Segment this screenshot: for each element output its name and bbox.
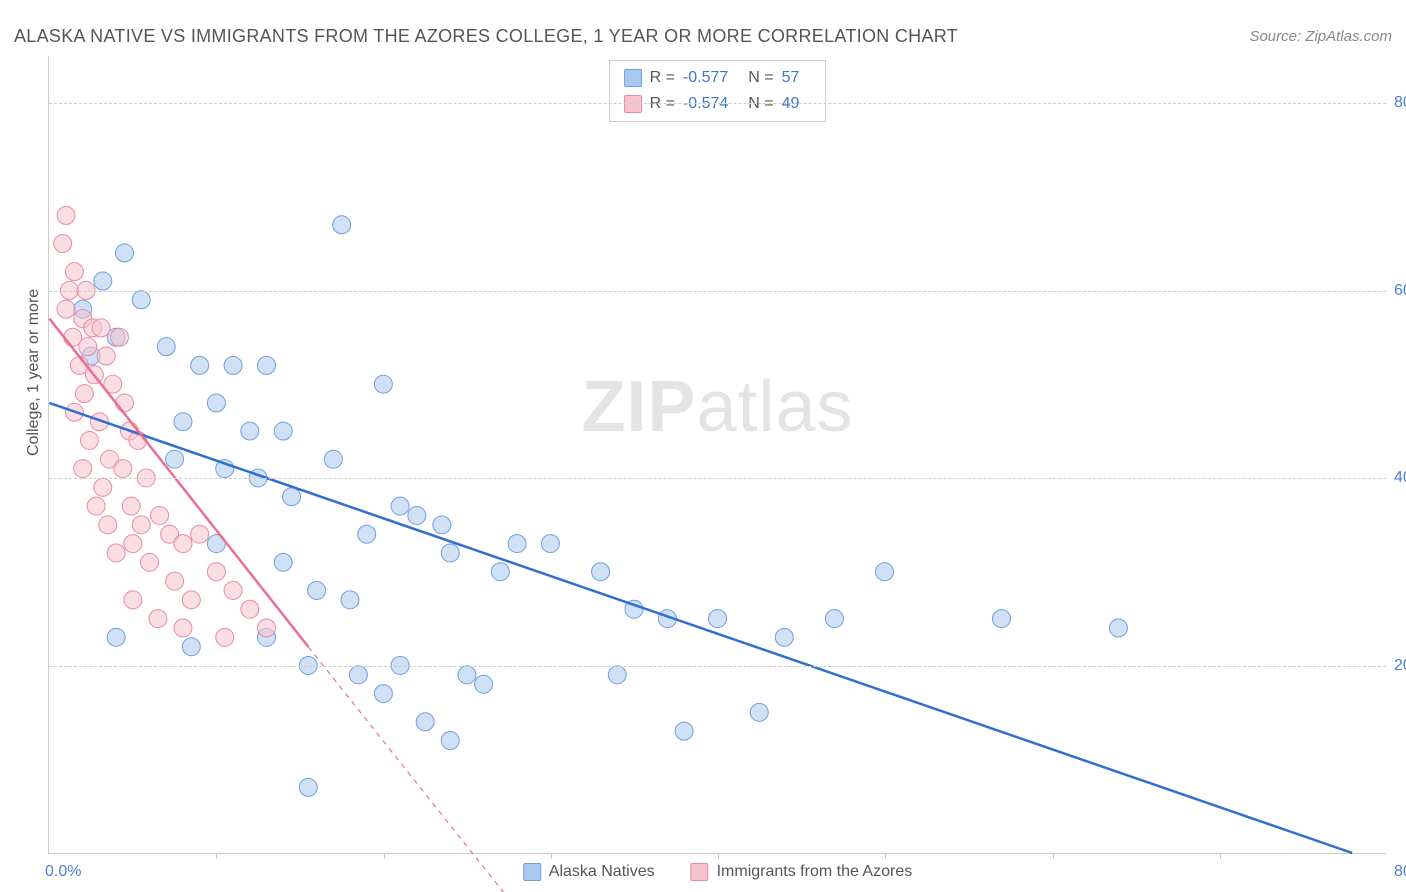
gridline bbox=[49, 666, 1386, 667]
x-end-label: 80.0% bbox=[1394, 863, 1406, 881]
correlation-stats-box: R = -0.577 N = 57 R = -0.574 N = 49 bbox=[609, 60, 827, 122]
chart-title: ALASKA NATIVE VS IMMIGRANTS FROM THE AZO… bbox=[14, 26, 958, 47]
legend-item-series1: Alaska Natives bbox=[523, 863, 655, 881]
x-origin-label: 0.0% bbox=[45, 863, 81, 881]
chart-container: ALASKA NATIVE VS IMMIGRANTS FROM THE AZO… bbox=[0, 0, 1406, 892]
y-axis-label: College, 1 year or more bbox=[25, 289, 43, 456]
legend-swatch-series2 bbox=[691, 863, 709, 881]
y-tick-label: 80.0% bbox=[1394, 94, 1406, 112]
swatch-series2 bbox=[624, 95, 642, 113]
x-tick-mark bbox=[384, 853, 385, 859]
x-tick-mark bbox=[551, 853, 552, 859]
swatch-series1 bbox=[624, 69, 642, 87]
x-tick-mark bbox=[718, 853, 719, 859]
plot-area: ZIPatlas College, 1 year or more R = -0.… bbox=[48, 56, 1386, 854]
bottom-legend: Alaska Natives Immigrants from the Azore… bbox=[523, 863, 912, 881]
gridline bbox=[49, 103, 1386, 104]
legend-item-series2: Immigrants from the Azores bbox=[691, 863, 913, 881]
gridline bbox=[49, 291, 1386, 292]
gridline bbox=[49, 478, 1386, 479]
stats-row-series1: R = -0.577 N = 57 bbox=[624, 65, 812, 91]
stat-R-label-2: R = bbox=[650, 91, 675, 117]
x-tick-mark bbox=[885, 853, 886, 859]
legend-label-series1: Alaska Natives bbox=[549, 863, 655, 881]
y-tick-label: 20.0% bbox=[1394, 657, 1406, 675]
x-tick-mark bbox=[1220, 853, 1221, 859]
stat-N-series2: 49 bbox=[782, 91, 800, 117]
legend-swatch-series1 bbox=[523, 863, 541, 881]
stat-R-series1: -0.577 bbox=[683, 65, 728, 91]
y-tick-label: 60.0% bbox=[1394, 282, 1406, 300]
x-tick-mark bbox=[1053, 853, 1054, 859]
stat-R-series2: -0.574 bbox=[683, 91, 728, 117]
source-label: Source: ZipAtlas.com bbox=[1249, 28, 1392, 45]
stats-row-series2: R = -0.574 N = 49 bbox=[624, 91, 812, 117]
y-tick-label: 40.0% bbox=[1394, 469, 1406, 487]
stat-N-label: N = bbox=[748, 65, 773, 91]
legend-label-series2: Immigrants from the Azores bbox=[717, 863, 913, 881]
chart-svg bbox=[49, 56, 1386, 853]
stat-N-series1: 57 bbox=[782, 65, 800, 91]
x-tick-mark bbox=[216, 853, 217, 859]
stat-N-label-2: N = bbox=[748, 91, 773, 117]
stat-R-label: R = bbox=[650, 65, 675, 91]
